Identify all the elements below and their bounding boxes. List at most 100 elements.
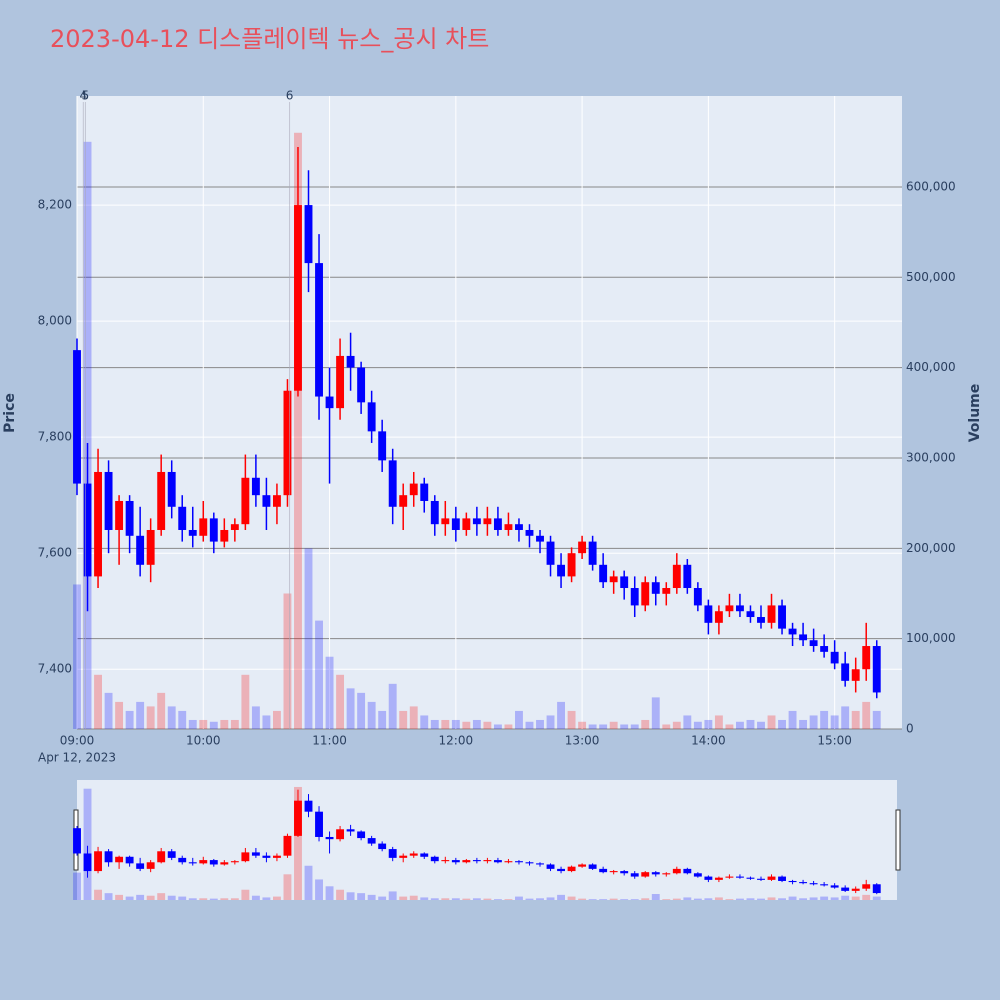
annotation: 4 bbox=[79, 89, 87, 103]
volume-bar bbox=[641, 719, 650, 729]
slider-volume-bar bbox=[536, 898, 544, 900]
candle-body bbox=[809, 640, 818, 647]
candle-body bbox=[630, 588, 639, 606]
volume-bar bbox=[757, 721, 765, 729]
candle-body bbox=[651, 582, 660, 594]
volume-bar bbox=[862, 701, 871, 729]
candle-body bbox=[157, 471, 166, 530]
slider-volume-bar bbox=[441, 898, 450, 900]
slider-candle-body bbox=[630, 873, 639, 877]
slider-candle-body bbox=[767, 876, 776, 880]
slider-candle-body bbox=[283, 835, 292, 856]
volume-bar bbox=[525, 721, 534, 729]
slider-candle-body bbox=[462, 860, 471, 863]
range-slider[interactable] bbox=[77, 780, 897, 900]
volume-bar bbox=[157, 692, 166, 729]
slider-candle-body bbox=[336, 829, 345, 840]
slider-volume-bar bbox=[641, 898, 650, 900]
volume-bar bbox=[630, 724, 639, 729]
slider-volume-bar bbox=[799, 898, 808, 900]
y2-tick-label: 600,000 bbox=[906, 179, 956, 193]
slider-volume-bar bbox=[725, 899, 734, 900]
candle-body bbox=[136, 535, 145, 565]
x-tick-label: 13:00 bbox=[565, 734, 600, 748]
y2-tick-label: 400,000 bbox=[906, 360, 956, 374]
candle-body bbox=[367, 402, 376, 432]
slider-candle-body bbox=[641, 872, 650, 877]
volume-bar bbox=[683, 715, 692, 729]
volume-bar bbox=[546, 715, 555, 729]
slider-volume-bar bbox=[736, 898, 744, 900]
candle-body bbox=[388, 460, 397, 507]
slider-volume-bar bbox=[146, 895, 155, 900]
x-tick-label: 10:00 bbox=[186, 734, 221, 748]
slider-volume-bar bbox=[767, 897, 776, 900]
volume-bar bbox=[672, 721, 681, 729]
candle-body bbox=[620, 576, 629, 589]
slider-candle-body bbox=[325, 836, 334, 840]
y2-tick-label: 300,000 bbox=[906, 450, 956, 464]
y2-tick-label: 500,000 bbox=[906, 270, 956, 284]
y2-tick-label: 100,000 bbox=[906, 631, 956, 645]
volume-bar bbox=[104, 692, 113, 729]
volume-bar bbox=[325, 656, 334, 729]
candle-body bbox=[251, 477, 260, 496]
slider-volume-bar bbox=[73, 872, 81, 900]
slider-candle-body bbox=[378, 843, 387, 850]
slider-candle-body bbox=[167, 851, 176, 858]
slider-volume-bar bbox=[841, 895, 850, 900]
volume-bar bbox=[167, 706, 176, 729]
volume-bar bbox=[693, 721, 702, 729]
candle-body bbox=[820, 646, 829, 652]
slider-candle-body bbox=[367, 838, 376, 844]
slider-volume-bar bbox=[662, 899, 671, 900]
candle-body bbox=[693, 588, 702, 606]
slider-candle-body bbox=[209, 860, 218, 865]
volume-bar bbox=[588, 724, 597, 729]
candle-body bbox=[420, 483, 429, 501]
slider-volume-bar bbox=[430, 898, 439, 900]
candle-body bbox=[830, 651, 839, 664]
candle-body bbox=[483, 518, 492, 525]
slider-volume-bar bbox=[209, 898, 218, 900]
slider-volume-bar bbox=[757, 898, 765, 900]
slider-handle[interactable] bbox=[895, 809, 901, 871]
candle-body bbox=[462, 518, 471, 530]
volume-bar bbox=[472, 719, 481, 729]
slider-volume-bar bbox=[472, 898, 481, 900]
y2-tick-label: 0 bbox=[906, 722, 914, 736]
volume-bar bbox=[336, 674, 345, 729]
slider-volume-bar bbox=[693, 898, 702, 900]
candle-body bbox=[441, 518, 450, 525]
slider-candle-body bbox=[714, 877, 723, 880]
candle-body bbox=[599, 564, 608, 583]
slider-candle-body bbox=[178, 857, 187, 863]
slider-volume-bar bbox=[809, 897, 818, 900]
candle-body bbox=[294, 205, 302, 391]
candle-body bbox=[83, 483, 92, 577]
candle-body bbox=[714, 611, 723, 623]
slider-candle-body bbox=[73, 828, 81, 854]
slider-candle-body bbox=[662, 873, 671, 875]
candle-body bbox=[399, 495, 408, 507]
slider-volume-bar bbox=[115, 894, 124, 900]
volume-bar bbox=[399, 710, 408, 729]
slider-volume-bar bbox=[188, 898, 197, 900]
slider-candle-body bbox=[672, 868, 681, 874]
volume-bar bbox=[451, 719, 460, 729]
candle-body bbox=[851, 669, 860, 681]
slider-candle-body bbox=[430, 856, 439, 862]
candle-body bbox=[188, 529, 197, 536]
chart-title: 2023-04-12 디스플레이텍 뉴스_공시 차트 bbox=[50, 25, 489, 53]
y-tick-label: 8,000 bbox=[38, 314, 72, 328]
candle-body bbox=[346, 355, 355, 368]
slider-candle-body bbox=[220, 862, 229, 865]
volume-bar bbox=[304, 548, 313, 729]
volume-bar bbox=[493, 724, 502, 729]
candle-body bbox=[272, 495, 281, 507]
volume-bar bbox=[262, 715, 271, 729]
slider-candle-body bbox=[704, 876, 713, 880]
slider-candle-body bbox=[841, 887, 850, 891]
slider-volume-bar bbox=[820, 896, 829, 900]
candle-body bbox=[125, 500, 134, 536]
